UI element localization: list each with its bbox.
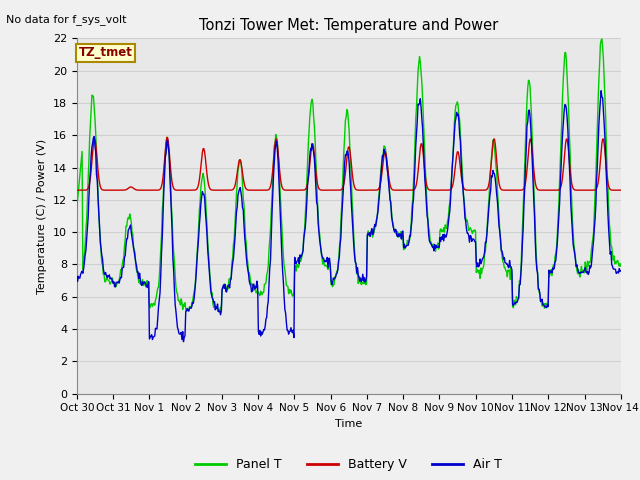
X-axis label: Time: Time	[335, 419, 362, 429]
Text: TZ_tmet: TZ_tmet	[79, 47, 132, 60]
Text: No data for f_sys_volt: No data for f_sys_volt	[6, 14, 127, 25]
Legend: Panel T, Battery V, Air T: Panel T, Battery V, Air T	[190, 453, 508, 476]
Y-axis label: Temperature (C) / Power (V): Temperature (C) / Power (V)	[37, 138, 47, 294]
Title: Tonzi Tower Met: Temperature and Power: Tonzi Tower Met: Temperature and Power	[199, 18, 499, 33]
